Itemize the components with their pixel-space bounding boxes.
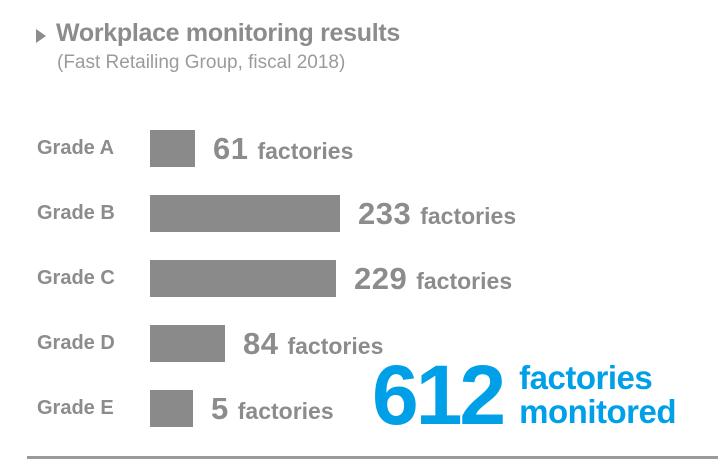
total-label-line2: monitored [519, 393, 676, 430]
value-unit: factories [420, 202, 517, 229]
bar-grade-e [150, 390, 193, 427]
value-number: 84 [243, 325, 279, 361]
bar-grade-d [150, 325, 225, 362]
bar-grade-c [150, 260, 336, 297]
total-callout: 612 factories monitored [372, 348, 676, 442]
value-unit: factories [416, 267, 513, 294]
bar-chart: Grade A 61 factories Grade B 233 factori… [37, 130, 516, 455]
bottom-divider [27, 456, 718, 459]
value-unit: factories [287, 332, 384, 359]
value-label: 61 factories [213, 131, 353, 167]
category-label: Grade D [37, 332, 115, 354]
value-number: 61 [213, 130, 249, 166]
category-label: Grade E [37, 397, 114, 419]
value-label: 84 factories [243, 326, 383, 362]
value-number: 233 [358, 195, 412, 231]
bar-row-grade-e: Grade E 5 factories [37, 390, 516, 427]
bar-row-grade-c: Grade C 229 factories [37, 260, 516, 297]
value-unit: factories [257, 137, 354, 164]
right-triangle-bullet-icon [36, 29, 46, 43]
value-unit: factories [237, 397, 334, 424]
chart-subtitle: (Fast Retailing Group, fiscal 2018) [57, 52, 346, 73]
bar-row-grade-b: Grade B 233 factories [37, 195, 516, 232]
chart-title: Workplace monitoring results [56, 19, 400, 47]
value-label: 229 factories [354, 261, 512, 297]
total-label-line1: factories [519, 359, 653, 396]
value-label: 5 factories [211, 391, 334, 427]
total-number: 612 [372, 348, 506, 442]
category-label: Grade C [37, 267, 115, 289]
value-label: 233 factories [358, 196, 516, 232]
value-number: 5 [211, 390, 229, 426]
bar-row-grade-d: Grade D 84 factories [37, 325, 516, 362]
total-label: factories monitored [519, 361, 676, 429]
category-label: Grade B [37, 202, 115, 224]
category-label: Grade A [37, 137, 115, 159]
bar-grade-a [150, 130, 195, 167]
bar-row-grade-a: Grade A 61 factories [37, 130, 516, 167]
bar-grade-b [150, 195, 340, 232]
value-number: 229 [354, 260, 408, 296]
